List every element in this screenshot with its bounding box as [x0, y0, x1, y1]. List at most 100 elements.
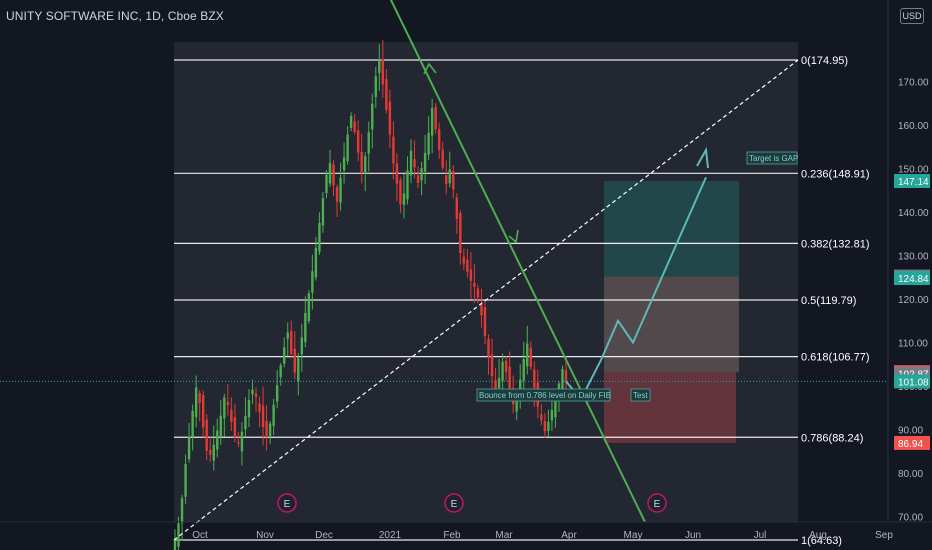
candle-body-52	[356, 130, 360, 153]
candle-body-55	[367, 132, 370, 154]
candle-body-100	[526, 343, 529, 367]
time-axis[interactable]: Oct Nov Dec 2021 Feb Mar Apr May Jun Jul Aug Sep	[0, 521, 932, 541]
candle-body-54	[364, 156, 367, 174]
candle-89	[487, 334, 490, 375]
candle-body-90	[490, 354, 494, 377]
candle-49	[346, 126, 349, 165]
fib-label-4: 0.618(106.77)	[801, 352, 870, 364]
candle-body-32	[286, 332, 289, 339]
candle-13	[219, 400, 222, 445]
candle-39	[311, 254, 314, 310]
candle-35	[297, 352, 300, 396]
candle-16	[230, 397, 233, 431]
candle-80	[455, 193, 459, 234]
candle-body-111	[564, 370, 568, 382]
candle-62	[392, 121, 395, 180]
candle-51	[353, 113, 356, 135]
candle-body-65	[402, 193, 406, 205]
candle-59	[381, 40, 385, 98]
candle-57	[374, 66, 377, 108]
time-tick-9: Jul	[754, 530, 767, 541]
candle-body-35	[297, 357, 300, 381]
candle-0	[173, 529, 177, 550]
candle-body-15	[226, 401, 230, 406]
candle-3	[184, 454, 187, 504]
candle-body-63	[395, 163, 399, 184]
candle-body-43	[325, 174, 328, 194]
price-tick-11: 170.00	[898, 78, 929, 89]
candle-74	[434, 103, 437, 134]
earnings-label-1: E	[451, 499, 458, 510]
earnings-marker-2: E	[647, 493, 667, 513]
candle-41	[318, 212, 321, 255]
candle-33	[290, 320, 293, 359]
downtrend-line[interactable]	[389, 0, 646, 523]
candle-50	[349, 112, 353, 132]
candle-body-30	[279, 365, 282, 378]
candle-61	[388, 89, 392, 149]
candle-body-44	[328, 162, 332, 184]
annotation-text-1: Bounce from 0.786 level on Daily FIB	[479, 391, 611, 400]
candle-body-68	[413, 159, 416, 168]
candle-body-95	[508, 366, 511, 389]
candle-body-6	[194, 387, 198, 417]
candle-body-56	[371, 103, 374, 130]
annotation-text-0: Target is GAP	[749, 154, 798, 163]
annotation-1: Bounce from 0.786 level on Daily FIB	[476, 388, 611, 402]
candle-85	[473, 264, 476, 304]
candle-78	[448, 151, 451, 188]
price-label-text-2: 124.84	[898, 274, 929, 285]
candle-45	[332, 160, 335, 197]
earnings-label-0: E	[284, 499, 291, 510]
candle-body-48	[342, 157, 346, 171]
candle-body-85	[473, 282, 476, 287]
candle-body-9	[205, 419, 208, 451]
candle-58	[378, 44, 381, 91]
candle-44	[328, 149, 332, 188]
candle-75	[437, 122, 441, 160]
candle-body-81	[459, 212, 462, 253]
candle-body-88	[483, 307, 487, 337]
candle-54	[364, 152, 367, 192]
candle-body-92	[497, 377, 501, 389]
candle-48	[342, 142, 346, 184]
time-tick-6: Apr	[561, 530, 577, 541]
candle-body-110	[561, 369, 564, 391]
candle-body-66	[406, 170, 409, 200]
candle-106	[547, 409, 550, 437]
candle-body-94	[504, 360, 508, 373]
position-tool[interactable]	[604, 181, 739, 443]
candle-body-18	[237, 442, 240, 444]
candle-body-12	[216, 430, 219, 450]
currency-button[interactable]: USD	[900, 8, 924, 24]
time-tick-10: Aug	[809, 530, 827, 541]
candle-90	[490, 338, 494, 391]
candle-99	[522, 341, 525, 391]
candle-body-78	[448, 169, 451, 184]
candle-26	[265, 405, 268, 451]
candle-body-27	[268, 423, 272, 437]
candle-5	[191, 404, 194, 451]
price-tick-9: 150.00	[898, 165, 929, 176]
annotations[interactable]: Target is GAP Bounce from 0.786 level on …	[476, 151, 798, 402]
candle-body-74	[434, 106, 437, 129]
annotation-2: Test	[630, 388, 651, 402]
candle-body-13	[219, 415, 222, 437]
candle-body-104	[540, 414, 543, 421]
candle-56	[371, 93, 374, 149]
annotation-box-1	[476, 388, 611, 402]
candle-46	[335, 184, 339, 217]
candle-12	[216, 418, 219, 458]
candle-body-7	[198, 393, 201, 404]
candle-body-34	[293, 348, 296, 373]
candle-body-86	[476, 288, 480, 298]
candle-32	[286, 322, 289, 357]
candle-83	[466, 249, 469, 278]
fib-retracement-labels: 0(174.95) 0.236(148.91) 0.382(132.81) 0.5(1…	[801, 55, 870, 547]
candle-31	[282, 337, 286, 368]
trend-arrow-upper	[423, 62, 437, 75]
time-tick-3: 2021	[379, 530, 402, 541]
price-label-0: 147.14	[894, 174, 930, 189]
